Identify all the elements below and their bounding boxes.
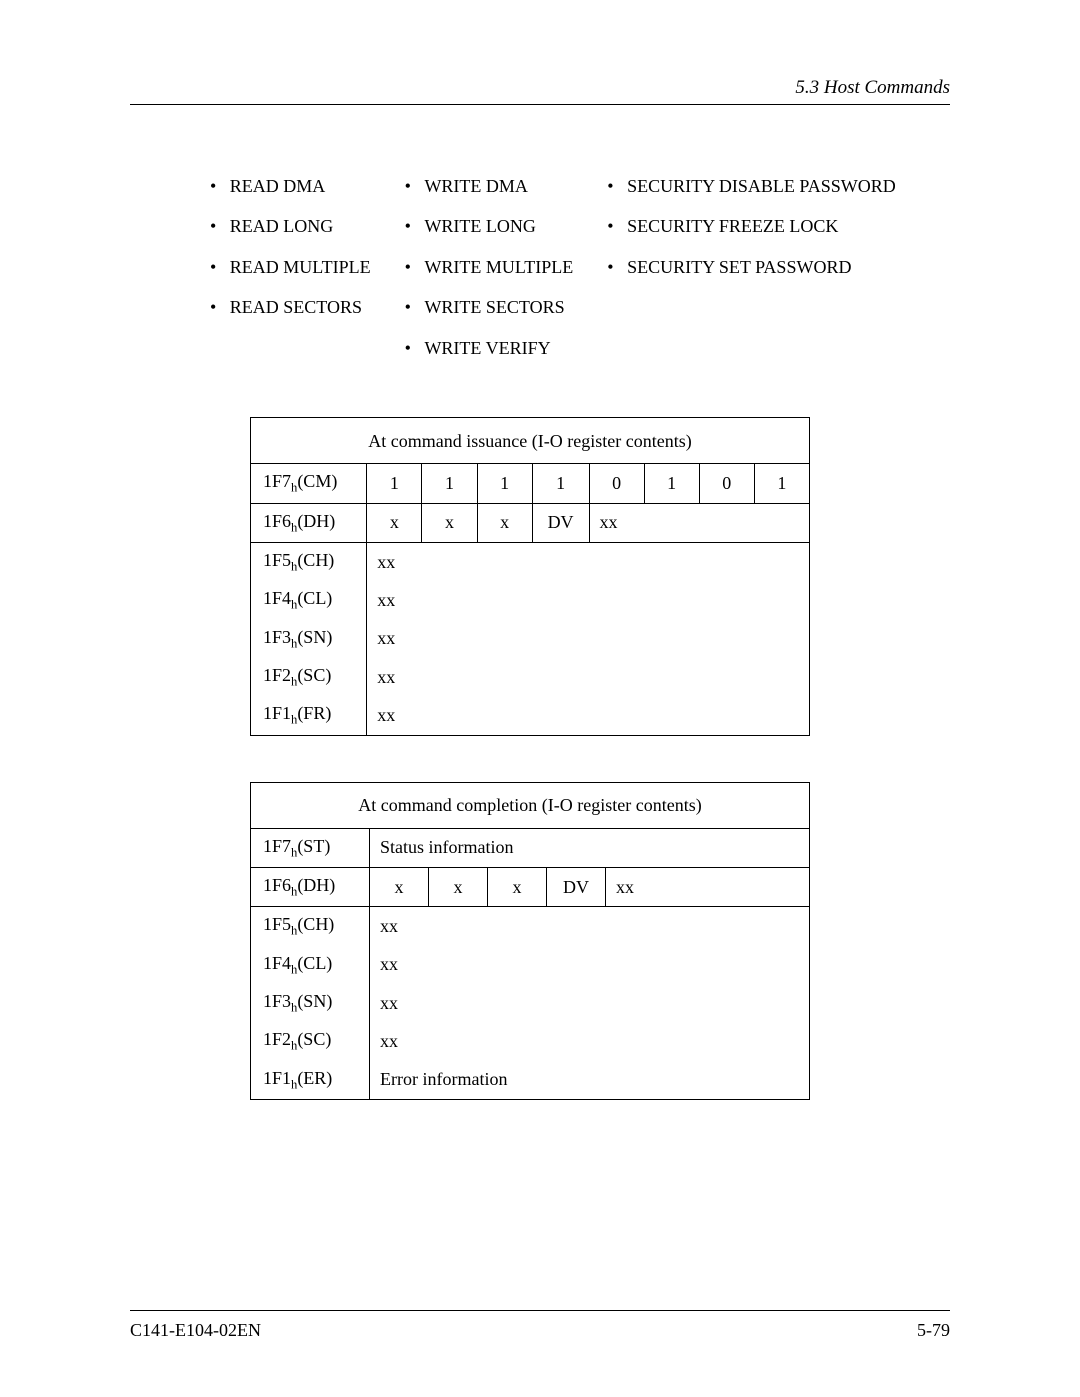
bit-cell: 0: [589, 464, 644, 503]
table-row: 1F5h(CH)xx: [251, 907, 810, 946]
xx-cell: xx: [370, 907, 810, 946]
table-issuance: At command issuance (I-O register conten…: [250, 417, 810, 735]
bit-cell: x: [429, 867, 488, 906]
bit-cell: xx: [589, 503, 809, 542]
register-label: 1F7h(ST): [251, 828, 370, 867]
bit-cell: 1: [754, 464, 809, 503]
table-caption: At command issuance (I-O register conten…: [251, 418, 810, 464]
footer-page: 5-79: [917, 1319, 950, 1342]
command-item: •READ DMA: [210, 175, 371, 198]
command-column-1: •READ DMA •READ LONG •READ MULTIPLE •READ S…: [210, 175, 371, 360]
command-column-2: •WRITE DMA •WRITE LONG •WRITE MULTIPLE •WRI…: [405, 175, 574, 360]
bit-cell: 1: [367, 464, 422, 503]
command-item: •READ MULTIPLE: [210, 256, 371, 279]
xx-cell: xx: [370, 984, 810, 1022]
register-label: 1F2h(SC): [251, 1022, 370, 1060]
command-item: •SECURITY FREEZE LOCK: [607, 215, 896, 238]
command-column-3: •SECURITY DISABLE PASSWORD •SECURITY FREE…: [607, 175, 896, 360]
table-row: 1F2h(SC)xx: [251, 658, 810, 696]
xx-cell: xx: [370, 946, 810, 984]
command-list: •READ DMA •READ LONG •READ MULTIPLE •READ S…: [210, 175, 950, 360]
table-completion: At command completion (I-O register cont…: [250, 782, 810, 1100]
command-item: •WRITE DMA: [405, 175, 574, 198]
table-row: 1F1h(FR)xx: [251, 696, 810, 735]
page-footer: C141-E104-02EN 5-79: [130, 1310, 950, 1342]
bit-cell: 1: [422, 464, 477, 503]
register-label: 1F1h(FR): [251, 696, 367, 735]
bit-cell: 1: [532, 464, 589, 503]
register-label: 1F3h(SN): [251, 620, 367, 658]
register-label: 1F6h(DH): [251, 867, 370, 906]
table-row: 1F7h(CM)11110101: [251, 464, 810, 503]
register-label: 1F2h(SC): [251, 658, 367, 696]
register-label: 1F1h(ER): [251, 1061, 370, 1100]
bit-cell: x: [367, 503, 422, 542]
bit-cell: x: [488, 867, 547, 906]
text-cell: Status information: [370, 828, 810, 867]
text-cell: Error information: [370, 1061, 810, 1100]
xx-cell: xx: [367, 696, 810, 735]
bit-cell: DV: [532, 503, 589, 542]
table-row: 1F6h(DH)xxxDVxx: [251, 867, 810, 906]
footer-doc: C141-E104-02EN: [130, 1319, 261, 1342]
table-row: 1F5h(CH)xx: [251, 542, 810, 581]
register-label: 1F4h(CL): [251, 581, 367, 619]
command-item: •WRITE MULTIPLE: [405, 256, 574, 279]
table-row: 1F6h(DH)xxxDVxx: [251, 503, 810, 542]
table-row: 1F3h(SN)xx: [251, 984, 810, 1022]
table-row: 1F2h(SC)xx: [251, 1022, 810, 1060]
bit-cell: xx: [606, 867, 810, 906]
table-issuance-wrap: At command issuance (I-O register conten…: [250, 417, 950, 735]
register-label: 1F6h(DH): [251, 503, 367, 542]
bit-cell: 1: [477, 464, 532, 503]
table-row: 1F7h(ST)Status information: [251, 828, 810, 867]
bit-cell: DV: [547, 867, 606, 906]
register-label: 1F5h(CH): [251, 542, 367, 581]
xx-cell: xx: [367, 581, 810, 619]
xx-cell: xx: [367, 542, 810, 581]
bit-cell: 0: [699, 464, 754, 503]
bit-cell: x: [422, 503, 477, 542]
command-item: •READ SECTORS: [210, 296, 371, 319]
command-item: •WRITE SECTORS: [405, 296, 574, 319]
command-item: •READ LONG: [210, 215, 371, 238]
xx-cell: xx: [367, 620, 810, 658]
command-item: •WRITE LONG: [405, 215, 574, 238]
register-label: 1F7h(CM): [251, 464, 367, 503]
xx-cell: xx: [370, 1022, 810, 1060]
command-item: •SECURITY SET PASSWORD: [607, 256, 896, 279]
bit-cell: 1: [644, 464, 699, 503]
register-label: 1F3h(SN): [251, 984, 370, 1022]
register-label: 1F4h(CL): [251, 946, 370, 984]
table-row: 1F1h(ER)Error information: [251, 1061, 810, 1100]
table-row: 1F4h(CL)xx: [251, 581, 810, 619]
page-header: 5.3 Host Commands: [130, 76, 950, 105]
bit-cell: x: [477, 503, 532, 542]
command-item: •SECURITY DISABLE PASSWORD: [607, 175, 896, 198]
table-caption: At command completion (I-O register cont…: [251, 782, 810, 828]
table-row: 1F3h(SN)xx: [251, 620, 810, 658]
xx-cell: xx: [367, 658, 810, 696]
table-row: 1F4h(CL)xx: [251, 946, 810, 984]
table-completion-wrap: At command completion (I-O register cont…: [250, 782, 950, 1100]
register-label: 1F5h(CH): [251, 907, 370, 946]
command-item: •WRITE VERIFY: [405, 337, 574, 360]
bit-cell: x: [370, 867, 429, 906]
section-title: 5.3 Host Commands: [130, 76, 950, 100]
